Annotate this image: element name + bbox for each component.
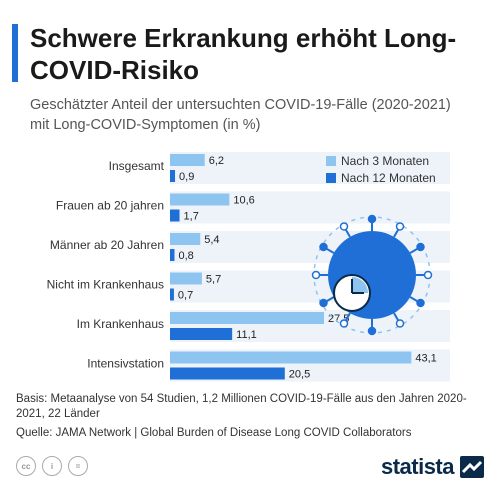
category-label: Intensivstation <box>87 357 164 371</box>
bar <box>170 367 285 380</box>
category-label: Nicht im Krankenhaus <box>47 278 164 292</box>
source-note: Quelle: JAMA Network | Global Burden of … <box>16 427 412 439</box>
virus-spike-tip <box>416 298 425 308</box>
statista-mark-icon <box>460 456 484 478</box>
bar <box>170 233 201 245</box>
cc-icon[interactable]: cc <box>16 456 36 476</box>
data-label: 0,8 <box>178 250 193 262</box>
bar <box>170 170 176 182</box>
data-label: 0,7 <box>178 290 193 302</box>
data-label: 5,7 <box>206 274 221 286</box>
data-label: 5,4 <box>204 234 219 246</box>
virus-spike-tip <box>367 326 377 336</box>
bar-chart: Insgesamt 6,2 0,9 Frauen ab 20 jahren 10,6 1,… <box>47 152 450 382</box>
category-label: Männer ab 20 Jahren <box>50 238 164 252</box>
legend-label: Nach 12 Monaten <box>341 171 436 185</box>
virus-spike-tip <box>319 242 328 252</box>
virus-spike-tip <box>319 298 328 308</box>
row-background <box>170 152 450 184</box>
chart-title: Schwere Erkrankung erhöht Long-COVID-Ris… <box>30 23 457 85</box>
legend-label: Nach 3 Monaten <box>341 154 429 168</box>
nd-icon[interactable]: = <box>68 456 88 476</box>
statista-logo[interactable]: statista <box>381 454 484 480</box>
virus-spike-tip <box>339 319 349 328</box>
virus-spike-tip <box>367 214 377 224</box>
data-label: 11,1 <box>236 329 257 341</box>
bar <box>170 351 412 364</box>
bar <box>170 193 230 206</box>
brand-name: statista <box>380 454 455 479</box>
legend-swatch <box>326 156 336 166</box>
category-label: Im Krankenhaus <box>77 317 164 331</box>
virus-spike-tip <box>311 270 321 280</box>
virus-spike-tip <box>339 222 349 231</box>
virus-spike-tip <box>416 242 425 252</box>
bar <box>170 272 202 285</box>
data-label: 43,1 <box>415 353 436 365</box>
clock-fill <box>352 277 368 293</box>
data-label: 0,9 <box>179 171 194 183</box>
category-label: Frauen ab 20 jahren <box>56 199 164 213</box>
data-label: 6,2 <box>209 155 224 167</box>
chart-footer: Basis: Metaanalyse von 54 Studien, 1,2 M… <box>16 392 486 441</box>
virus-spike-tip <box>395 222 405 231</box>
legend-swatch <box>326 173 336 183</box>
bar <box>170 209 180 222</box>
by-icon[interactable]: i <box>42 456 62 476</box>
bar <box>170 249 175 261</box>
bar <box>170 288 174 301</box>
bar <box>170 312 324 324</box>
virus-spike-tip <box>395 319 405 328</box>
basis-note: Basis: Metaanalyse von 54 Studien, 1,2 M… <box>16 393 467 420</box>
virus-spike-tip <box>423 270 433 280</box>
bar <box>170 154 205 166</box>
chart-subtitle: Geschätzter Anteil der untersuchten COVI… <box>30 97 451 133</box>
bar <box>170 328 233 340</box>
data-label: 20,5 <box>289 369 310 381</box>
category-label: Insgesamt <box>109 159 165 173</box>
data-label: 10,6 <box>233 195 254 207</box>
data-label: 1,7 <box>184 211 199 223</box>
title-accent-bar <box>12 24 18 82</box>
license-icons: cc i = <box>16 456 88 476</box>
